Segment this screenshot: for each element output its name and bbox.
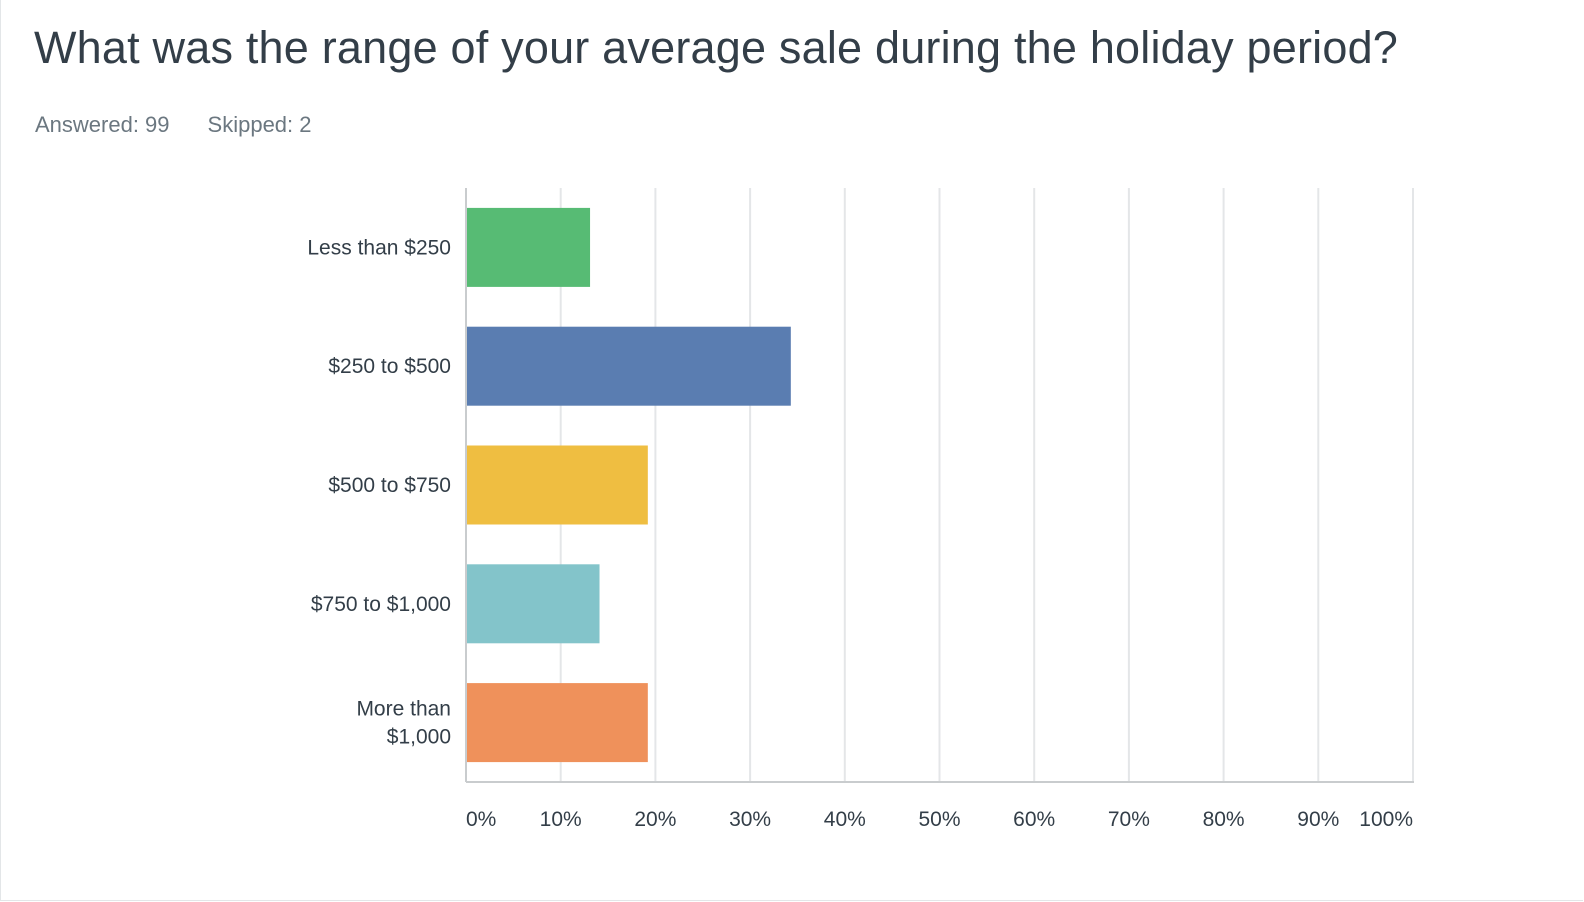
bar-1	[467, 207, 591, 287]
x-tick-label-40: 40%	[824, 808, 866, 831]
answered-count: Answered: 99	[35, 112, 170, 137]
category-label-1: Less than $250	[307, 236, 451, 259]
x-tick-label-100: 100%	[1359, 808, 1413, 831]
x-tick-label-10: 10%	[540, 808, 582, 831]
x-tick-label-50: 50%	[918, 808, 960, 831]
category-label-3: $500 to $750	[328, 474, 451, 497]
category-label-2: $250 to $500	[328, 355, 451, 378]
category-label-4: $750 to $1,000	[311, 593, 451, 616]
response-stats: Answered: 99 Skipped: 2	[35, 112, 312, 138]
x-tick-label-80: 80%	[1203, 808, 1245, 831]
bar-2	[467, 326, 791, 406]
bar-5	[467, 683, 648, 763]
x-tick-label-60: 60%	[1013, 808, 1055, 831]
x-tick-label-70: 70%	[1108, 808, 1150, 831]
bar-4	[467, 564, 600, 644]
x-tick-label-90: 90%	[1297, 808, 1339, 831]
x-tick-label-30: 30%	[729, 808, 771, 831]
x-tick-label-0: 0%	[466, 808, 496, 831]
skipped-count: Skipped: 2	[207, 112, 312, 137]
question-title: What was the range of your average sale …	[34, 22, 1399, 73]
bar-3	[467, 445, 648, 525]
category-label-5: More than $1,000	[356, 698, 451, 749]
x-tick-label-20: 20%	[634, 808, 676, 831]
